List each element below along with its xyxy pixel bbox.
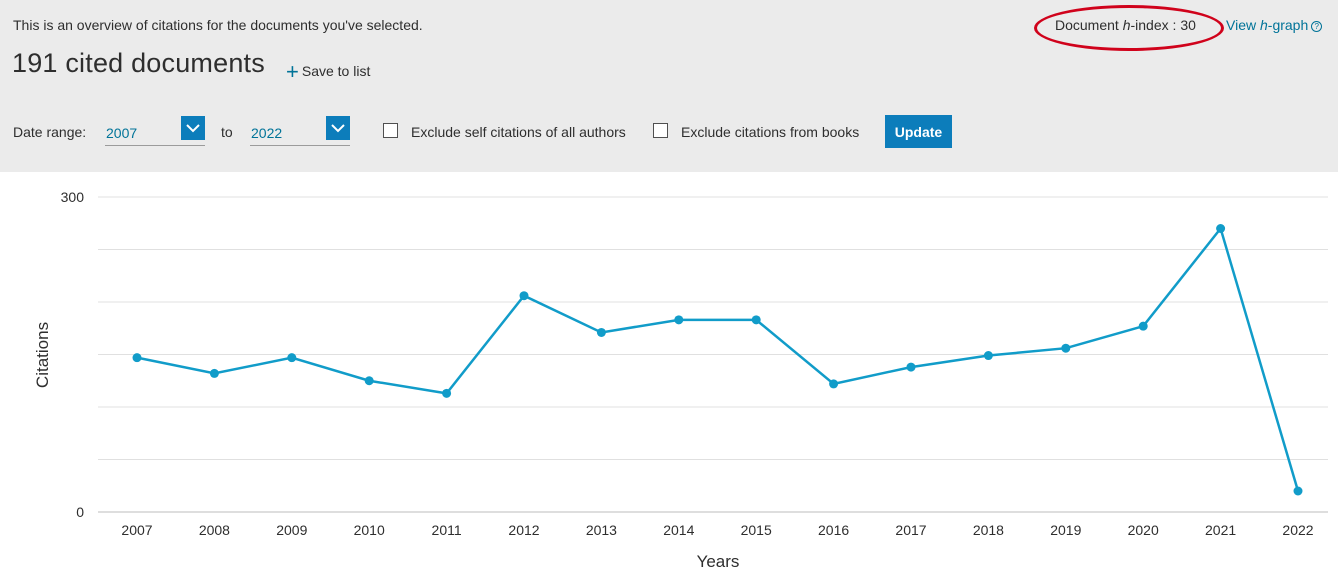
- exclude-books-label[interactable]: Exclude citations from books: [681, 124, 860, 140]
- data-point[interactable]: [906, 362, 916, 372]
- hindex-suffix: -index :: [1130, 17, 1181, 33]
- data-point[interactable]: [287, 353, 297, 363]
- page-title: 191 cited documents: [12, 48, 265, 78]
- data-point[interactable]: [1293, 486, 1303, 496]
- citations-line-chart: 0 300 2007 2008 2009 2010 2011 2012 2013 2014 201…: [33, 189, 1328, 570]
- data-point[interactable]: [983, 351, 993, 361]
- data-point[interactable]: [1138, 321, 1148, 331]
- x-tick-label: 2009: [276, 522, 307, 538]
- save-to-list-label: Save to list: [301, 63, 371, 79]
- exclude-self-citations-checkbox[interactable]: [383, 123, 398, 138]
- x-tick-label: 2022: [1282, 522, 1313, 538]
- y-axis-title: Citations: [33, 322, 52, 388]
- data-point[interactable]: [364, 376, 374, 386]
- data-point[interactable]: [829, 379, 839, 389]
- help-icon[interactable]: ?: [1311, 20, 1323, 32]
- x-axis-ticks: 2007 2008 2009 2010 2011 2012 2013 2014 2015 2016…: [121, 522, 1313, 538]
- to-year-value: 2022: [251, 125, 283, 141]
- data-point[interactable]: [674, 315, 684, 325]
- x-tick-label: 2007: [121, 522, 152, 538]
- x-tick-label: 2017: [895, 522, 926, 538]
- plus-icon: +: [286, 59, 299, 84]
- document-hindex: Document h-index : 30: [1055, 17, 1196, 33]
- to-year-select[interactable]: 2022: [250, 116, 350, 146]
- x-tick-label: 2010: [354, 522, 385, 538]
- x-tick-label: 2019: [1050, 522, 1081, 538]
- y-tick-label: 300: [61, 189, 85, 205]
- citations-series-line: [136, 225, 1300, 492]
- x-tick-label: 2021: [1205, 522, 1236, 538]
- x-tick-label: 2013: [586, 522, 617, 538]
- x-tick-label: 2020: [1128, 522, 1159, 538]
- hindex-annotation: Document h-index : 30: [1034, 5, 1224, 51]
- data-point[interactable]: [209, 368, 219, 378]
- data-point[interactable]: [442, 388, 452, 398]
- overview-text: This is an overview of citations for the…: [13, 17, 423, 33]
- exclude-books-checkbox[interactable]: [653, 123, 668, 138]
- x-tick-label: 2015: [741, 522, 772, 538]
- citations-series-points: [132, 224, 1303, 496]
- hindex-value: 30: [1180, 17, 1196, 33]
- save-to-list-button[interactable]: + Save to list: [286, 59, 370, 85]
- x-tick-label: 2014: [663, 522, 694, 538]
- data-point[interactable]: [132, 353, 142, 363]
- from-year-value: 2007: [106, 125, 138, 141]
- hindex-h: h: [1122, 17, 1131, 33]
- view-prefix: View: [1226, 17, 1260, 33]
- data-point[interactable]: [1216, 224, 1226, 233]
- red-circle-annotation: [1034, 5, 1224, 51]
- to-label: to: [221, 124, 233, 140]
- x-tick-label: 2016: [818, 522, 849, 538]
- data-point[interactable]: [1061, 343, 1071, 353]
- data-point[interactable]: [596, 327, 606, 337]
- chevron-down-icon[interactable]: [326, 116, 350, 140]
- x-tick-label: 2012: [508, 522, 539, 538]
- x-tick-label: 2018: [973, 522, 1004, 538]
- data-point[interactable]: [751, 315, 761, 325]
- y-tick-label: 0: [76, 504, 84, 520]
- chevron-down-icon[interactable]: [181, 116, 205, 140]
- chart-gridlines: [98, 196, 1328, 513]
- exclude-self-citations-label[interactable]: Exclude self citations of all authors: [411, 124, 626, 140]
- view-suffix: -graph: [1267, 17, 1309, 33]
- update-button[interactable]: Update: [885, 115, 952, 148]
- y-axis-ticks: 0 300: [61, 189, 85, 520]
- x-tick-label: 2011: [432, 522, 462, 538]
- x-tick-label: 2008: [199, 522, 230, 538]
- data-point[interactable]: [519, 291, 529, 301]
- from-year-select[interactable]: 2007: [105, 116, 205, 146]
- view-h: h: [1259, 17, 1268, 33]
- view-h-graph-link[interactable]: View h-graph?: [1226, 17, 1323, 33]
- date-range-label: Date range:: [13, 124, 87, 140]
- hindex-prefix: Document: [1055, 17, 1123, 33]
- x-axis-title: Years: [697, 552, 740, 570]
